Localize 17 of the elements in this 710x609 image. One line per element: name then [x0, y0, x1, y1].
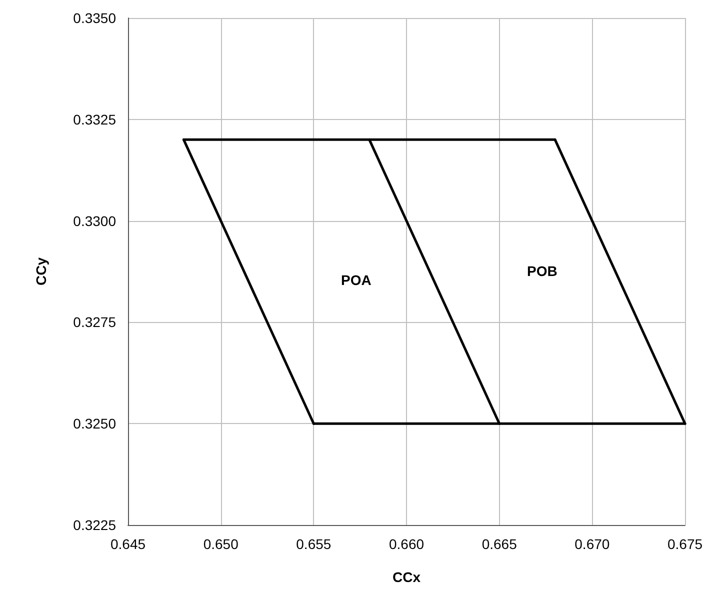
x-tick-label: 0.665 — [482, 536, 518, 552]
x-tick-label: 0.670 — [574, 536, 610, 552]
annotation: POB — [527, 263, 558, 279]
x-axis-title: CCx — [392, 569, 421, 585]
y-tick-label: 0.3250 — [73, 416, 116, 432]
y-tick-label: 0.3225 — [73, 517, 116, 533]
y-tick-label: 0.3275 — [73, 314, 116, 330]
x-tick-label: 0.655 — [296, 536, 332, 552]
annotation: POA — [341, 272, 372, 288]
y-axis-title: CCy — [33, 257, 49, 286]
y-tick-label: 0.3325 — [73, 111, 116, 128]
x-tick-label: 0.650 — [203, 536, 239, 552]
x-tick-label: 0.660 — [388, 536, 424, 552]
y-tick-label: 0.3300 — [73, 212, 116, 229]
x-tick-label: 0.645 — [110, 536, 146, 552]
x-tick-label: 0.675 — [667, 536, 703, 552]
y-tick-label: 0.3350 — [73, 10, 116, 26]
